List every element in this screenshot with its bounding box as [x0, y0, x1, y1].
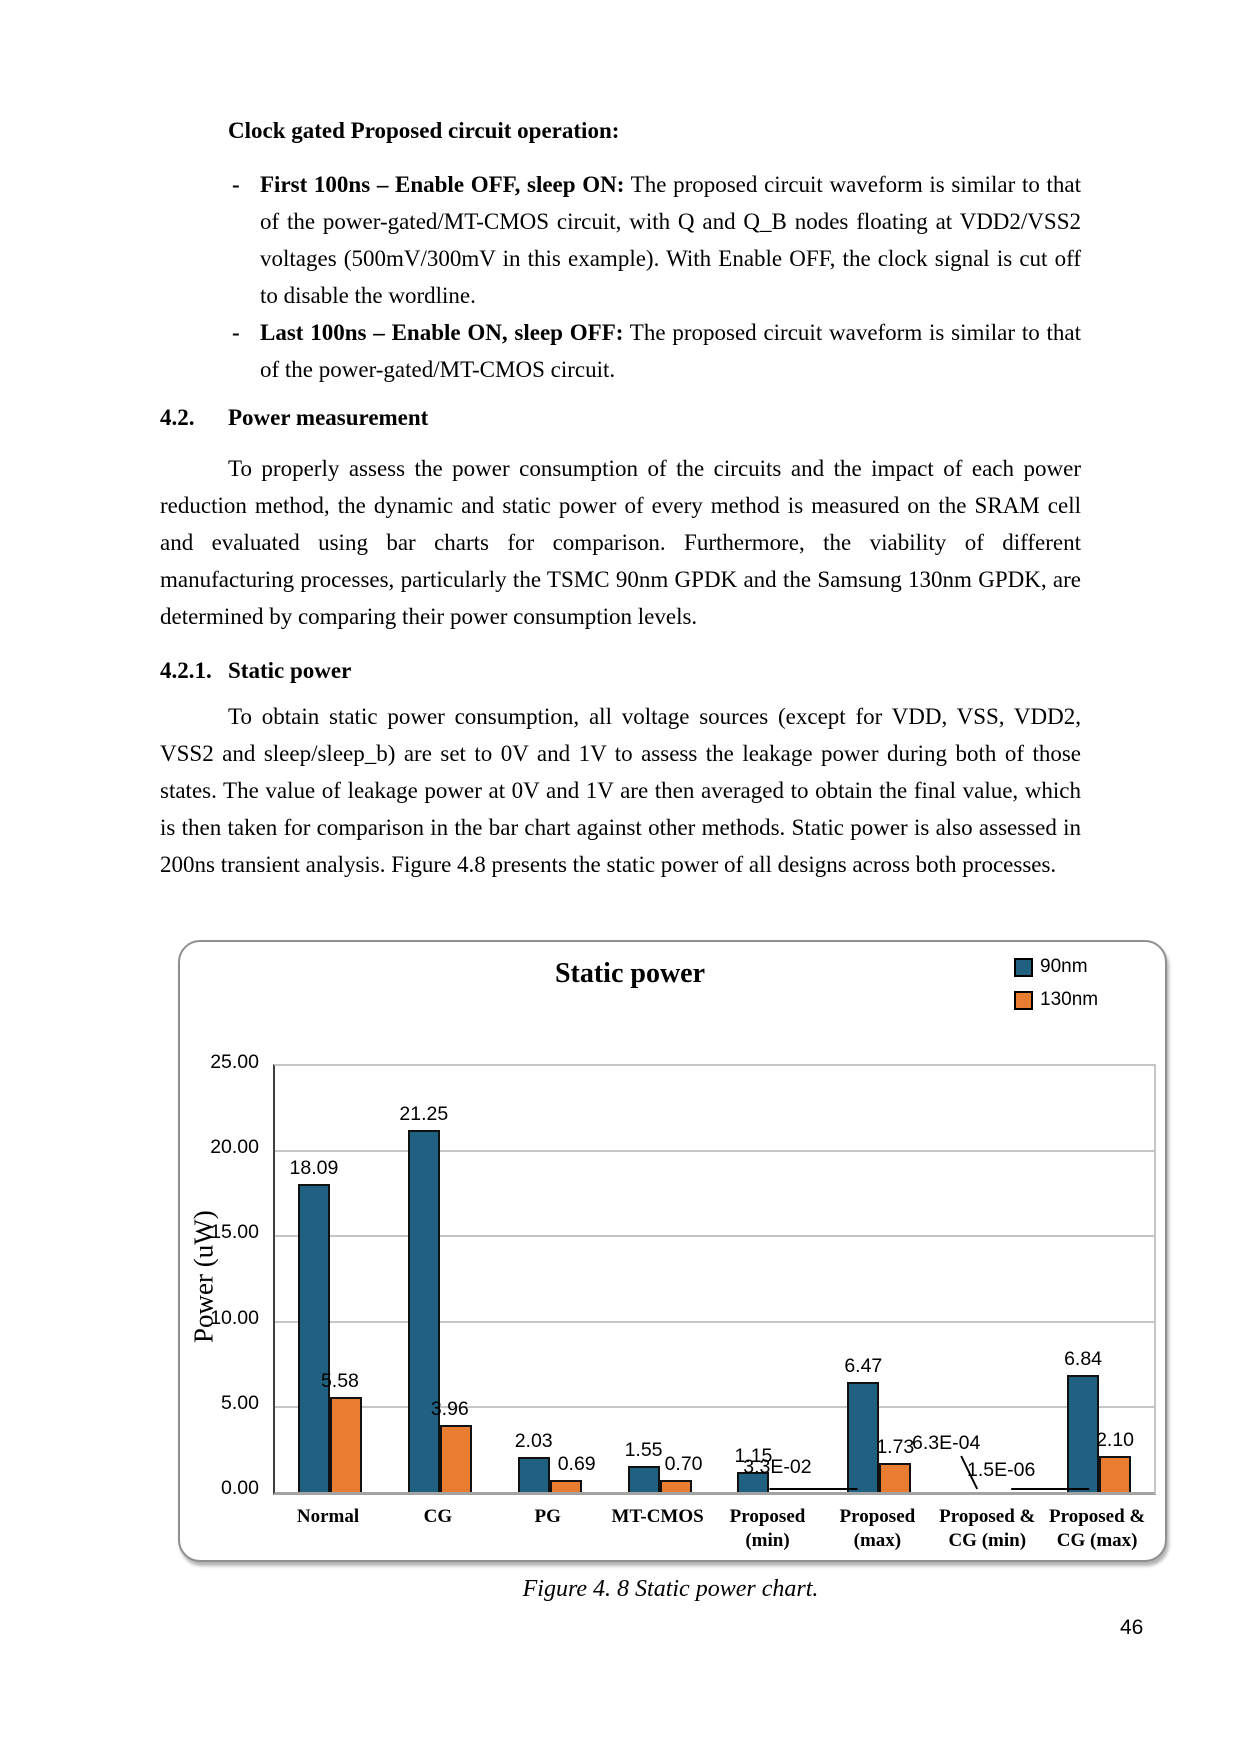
y-tick-label: 20.00 — [210, 1136, 259, 1159]
legend-item-130nm: 130nm — [1014, 989, 1098, 1011]
legend-swatch-130nm — [1014, 990, 1033, 1010]
bar-value-label: 21.25 — [399, 1102, 449, 1125]
legend-label-90nm: 90nm — [1040, 956, 1088, 977]
bar-value-label: 1.55 — [624, 1438, 663, 1461]
legend-item-90nm: 90nm — [1014, 956, 1098, 978]
bar-130nm-3 — [659, 1480, 692, 1492]
plot-area: 18.09 21.25 2.03 1.55 1.15 6.47 6.3E-04 6.84 5.5… — [273, 1064, 1156, 1495]
section-title: Power measurement — [228, 405, 429, 430]
y-axis-title: Power (uW) — [188, 1210, 219, 1344]
bar-value-label: 2.03 — [514, 1430, 553, 1453]
bar-90nm-4 — [737, 1472, 770, 1492]
bar-130nm-5 — [879, 1462, 912, 1492]
paragraph-power-measurement: To properly assess the power consumption… — [160, 456, 1081, 629]
y-tick-label: 10.00 — [210, 1306, 259, 1329]
y-tick-label: 15.00 — [210, 1221, 259, 1244]
bar-90nm-5 — [847, 1381, 880, 1492]
bar-90nm-1 — [407, 1129, 440, 1492]
bullet-dash: - — [232, 172, 240, 197]
x-category-label: PG — [534, 1506, 561, 1527]
chart-legend: 90nm 130nm — [1014, 956, 1098, 1011]
static-power-chart-figure: Static power 90nm 130nm Power (uW) 0.00 5.… — [178, 940, 1167, 1562]
gridline — [275, 1150, 1154, 1153]
bullet-body-text: The proposed circuit waveform is similar… — [260, 320, 1081, 382]
paragraph-static-power: To obtain static power consumption, all … — [160, 704, 1081, 877]
bar-value-label: 0.70 — [664, 1453, 703, 1476]
bar-value-label: 6.84 — [1064, 1348, 1103, 1371]
bar-value-label: 1.15 — [734, 1445, 773, 1468]
legend-label-130nm: 130nm — [1040, 989, 1099, 1010]
bar-130nm-7 — [1099, 1456, 1132, 1492]
bar-value-label: 0.69 — [557, 1453, 596, 1476]
gridline — [275, 1405, 1154, 1408]
bar-90nm-7 — [1067, 1375, 1100, 1492]
y-tick-label: 25.00 — [210, 1051, 259, 1073]
gridline — [275, 1235, 1154, 1238]
figure-caption: Figure 4. 8 Static power chart. — [522, 1576, 819, 1602]
subsection-heading-clock-gated: Clock gated Proposed circuit operation: — [160, 116, 1081, 146]
section-heading-power-measurement: 4.2. Power measurement — [160, 403, 1081, 433]
bar-value-label: 1.5E-06 — [967, 1459, 1036, 1481]
gridline — [275, 1320, 1154, 1323]
section-number: 4.2.1. — [160, 658, 212, 683]
bar-value-label: 1.73 — [876, 1435, 915, 1458]
bar-value-label: 2.10 — [1096, 1429, 1135, 1452]
page-number: 46 — [1120, 1616, 1144, 1639]
bar-value-label: 3.3E-02 — [743, 1456, 812, 1478]
bar-90nm-2 — [517, 1457, 550, 1492]
section-number: 4.2. — [160, 405, 195, 430]
section-title: Static power — [228, 658, 352, 683]
x-category-label: CG — [423, 1506, 453, 1527]
bullet-lead-text: Last 100ns – Enable ON, sleep OFF: — [260, 320, 624, 345]
bar-value-label: 5.58 — [320, 1369, 359, 1392]
x-category-label: MT-CMOS — [611, 1506, 704, 1527]
x-category-label: Normal — [296, 1506, 360, 1527]
x-category-label: Proposed & CG (min) — [939, 1506, 1036, 1551]
bar-value-label: 6.3E-04 — [912, 1432, 981, 1454]
y-tick-label: 5.00 — [221, 1391, 259, 1414]
y-tick-label: 0.00 — [221, 1477, 259, 1499]
subsection-heading-text: Clock gated Proposed circuit operation: — [228, 118, 620, 143]
bar-value-label: 3.96 — [430, 1397, 469, 1420]
chart-title: Static power — [554, 958, 706, 989]
section-heading-static-power: 4.2.1. Static power — [160, 656, 1081, 686]
x-category-label: Proposed & CG (max) — [1049, 1506, 1146, 1551]
bar-value-label: 18.09 — [289, 1156, 339, 1179]
bar-130nm-1 — [439, 1424, 472, 1492]
bullet-dash: - — [232, 320, 240, 345]
bullet-lead-text: First 100ns – Enable OFF, sleep ON: — [260, 172, 625, 197]
bar-90nm-3 — [627, 1465, 660, 1492]
bar-130nm-2 — [549, 1480, 582, 1492]
bar-130nm-0 — [329, 1396, 362, 1492]
bullet-body-text: The proposed circuit waveform is similar… — [260, 172, 1081, 308]
x-category-label: Proposed (max) — [839, 1506, 916, 1551]
list-item: - Last 100ns – Enable ON, sleep OFF: The… — [160, 314, 1081, 388]
bullet-list: - First 100ns – Enable OFF, sleep ON: Th… — [160, 166, 1081, 388]
list-item: - First 100ns – Enable OFF, sleep ON: Th… — [160, 166, 1081, 314]
x-category-label: Proposed (min) — [729, 1506, 806, 1551]
bar-90nm-0 — [297, 1183, 330, 1492]
bar-value-label: 6.47 — [844, 1354, 883, 1377]
legend-swatch-90nm — [1014, 957, 1033, 977]
